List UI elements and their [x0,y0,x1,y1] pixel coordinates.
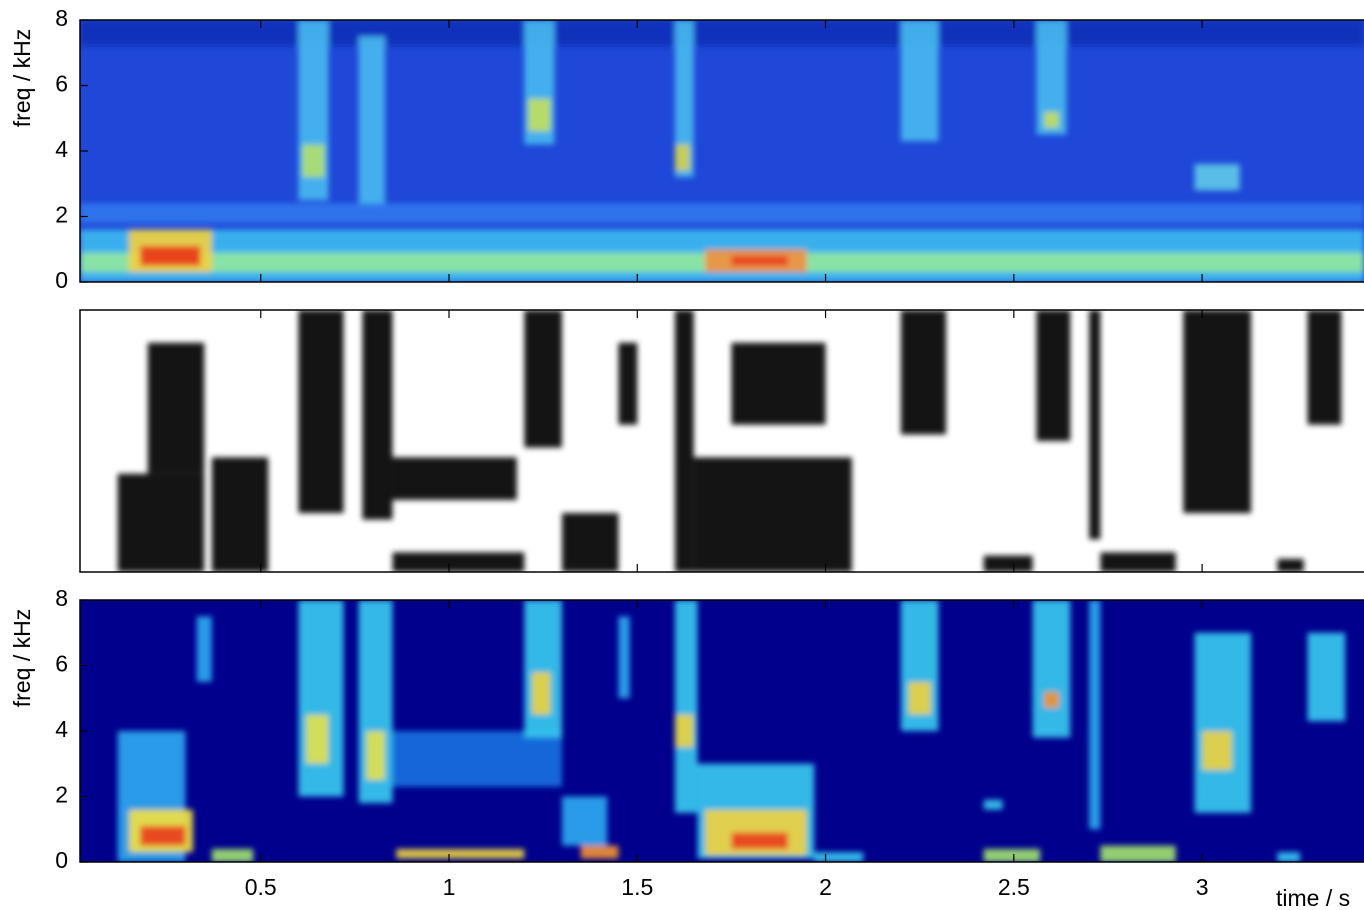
region [581,846,619,859]
region [901,310,946,434]
region [984,849,1040,862]
region [618,616,629,698]
region [901,20,939,141]
region [302,144,325,177]
x-tick-label: 1 [443,874,456,900]
y-tick-label: 6 [55,71,68,97]
region [675,715,694,748]
region [731,833,787,849]
y-axis-label: freq / kHz [9,609,35,707]
region [197,616,212,682]
region [562,513,618,572]
region [694,457,852,572]
region [212,849,253,862]
region [359,36,385,203]
y-tick-label: 0 [55,847,68,873]
region [984,556,1033,572]
region [362,310,392,520]
region [140,246,200,266]
region [393,731,562,787]
region [532,672,551,715]
y-tick-label: 8 [55,585,68,611]
region [298,600,343,797]
y-axis-label: freq / kHz [9,29,35,127]
region [393,457,517,500]
y-tick-label: 4 [55,716,68,742]
region [393,552,525,572]
region [618,343,637,425]
region [524,600,562,738]
region [562,797,607,846]
region [675,144,690,170]
region [1089,600,1100,829]
region [306,715,329,764]
region [675,310,694,572]
region [1033,600,1071,738]
chart: 0 2 4 6 8 freq / kHz 0.5 1 1.5 2 2.5 3 0 2 4 6 8 freq / k… [0,0,1364,910]
region [908,682,931,715]
region [212,457,268,572]
region [1308,310,1342,425]
region [675,600,698,813]
region [1277,559,1303,572]
region [80,203,1364,223]
y-tick-label: 2 [55,202,68,228]
region [1100,552,1175,572]
region [524,310,562,448]
x-tick-label: 2 [819,874,832,900]
region [80,20,1364,46]
region [814,852,863,862]
y-tick-label: 6 [55,651,68,677]
region [1044,112,1059,128]
region [984,800,1003,810]
region [1089,310,1100,539]
region [1044,692,1059,708]
region [140,826,185,846]
region [1100,846,1175,862]
y-tick-label: 8 [55,5,68,31]
region [1183,310,1251,513]
y-tick-label: 2 [55,782,68,808]
region [1195,164,1240,190]
x-axis-label: time / s [1276,885,1350,910]
region [148,343,204,474]
region [118,474,205,572]
region [731,343,825,425]
region [731,256,787,266]
region [528,99,551,132]
y-tick-label: 0 [55,267,68,293]
x-tick-label: 1.5 [621,874,653,900]
region [366,731,385,780]
region [298,310,343,513]
x-tick-label: 0.5 [245,874,277,900]
y-tick-label: 4 [55,136,68,162]
x-tick-label: 3 [1196,874,1209,900]
region [1195,633,1251,813]
region [1308,633,1346,721]
region [1202,731,1232,770]
region [1036,310,1070,441]
region [396,849,524,859]
region [1277,852,1300,862]
x-tick-label: 2.5 [998,874,1030,900]
